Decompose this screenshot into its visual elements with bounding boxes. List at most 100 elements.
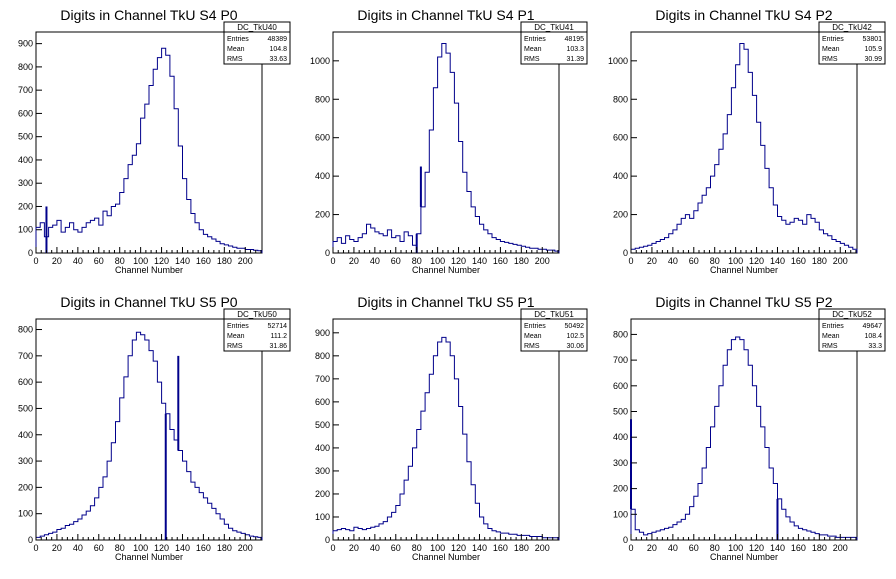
- y-tick-label: 900: [18, 39, 33, 49]
- y-tick-label: 300: [18, 456, 33, 466]
- histogram-series: [35, 331, 263, 540]
- x-tick-label: 80: [115, 543, 125, 553]
- stats-box-frame: [223, 21, 291, 65]
- x-tick-label: 120: [154, 543, 169, 553]
- y-tick-label: 600: [613, 133, 628, 143]
- y-tick-label: 800: [315, 94, 330, 104]
- stats-label-rms: RMS: [227, 343, 243, 350]
- stats-box-name: DC_TkU51: [534, 310, 574, 319]
- chart-title: Digits in Channel TkU S5 P0: [60, 294, 237, 310]
- x-tick-label: 20: [647, 256, 657, 266]
- plot-frame: [332, 318, 560, 541]
- y-tick-label: 0: [325, 248, 330, 258]
- x-tick-label: 200: [535, 543, 550, 553]
- x-tick-label: 200: [238, 543, 253, 553]
- stats-value-mean: 102.5: [566, 333, 584, 340]
- y-tick-label: 0: [325, 535, 330, 545]
- histogram-panel: Digits in Channel TkU S4 P2 0 20 40 60 80 100 1…: [608, 7, 886, 275]
- x-tick-label: 160: [493, 256, 508, 266]
- x-tick-label: 20: [52, 543, 62, 553]
- y-tick-label: 600: [315, 397, 330, 407]
- x-tick-label: 180: [217, 256, 232, 266]
- x-tick-label: 60: [391, 256, 401, 266]
- stats-box-frame: [818, 21, 886, 65]
- x-axis-label: Channel Number: [412, 265, 480, 275]
- stats-label-rms: RMS: [227, 56, 243, 63]
- y-tick-label: 200: [315, 489, 330, 499]
- x-tick-label: 200: [535, 256, 550, 266]
- stats-box: DC_TkU42 Entries 53801 Mean 105.9 RMS 30.99: [818, 21, 886, 65]
- x-tick-label: 180: [514, 543, 529, 553]
- chart-title: Digits in Channel TkU S5 P1: [357, 294, 534, 310]
- histogram-series: [35, 47, 263, 253]
- x-tick-label: 100: [430, 543, 445, 553]
- x-tick-label: 0: [33, 256, 38, 266]
- histogram-series: [332, 43, 560, 253]
- stats-label-mean: Mean: [227, 46, 245, 53]
- x-tick-label: 160: [196, 543, 211, 553]
- stats-label-entries: Entries: [822, 36, 844, 43]
- stats-box-name: DC_TkU42: [832, 23, 872, 32]
- x-tick-label: 0: [628, 543, 633, 553]
- stats-value-entries: 52714: [268, 323, 288, 330]
- x-tick-label: 80: [115, 256, 125, 266]
- y-tick-label: 800: [613, 329, 628, 339]
- x-tick-label: 40: [370, 543, 380, 553]
- stats-value-mean: 104.8: [269, 46, 287, 53]
- stats-value-rms: 33.63: [269, 56, 287, 63]
- stats-label-entries: Entries: [524, 36, 546, 43]
- x-tick-label: 100: [728, 256, 743, 266]
- stats-value-rms: 33.3: [868, 343, 882, 350]
- x-tick-label: 0: [628, 256, 633, 266]
- x-tick-label: 0: [33, 543, 38, 553]
- x-tick-label: 120: [749, 543, 764, 553]
- stats-box-name: DC_TkU40: [237, 23, 277, 32]
- stats-value-entries: 49647: [863, 323, 883, 330]
- y-tick-label: 200: [315, 210, 330, 220]
- y-tick-label: 300: [613, 458, 628, 468]
- x-tick-label: 60: [689, 543, 699, 553]
- x-tick-label: 200: [833, 256, 848, 266]
- stats-value-entries: 48195: [565, 36, 585, 43]
- y-tick-label: 700: [18, 85, 33, 95]
- stats-value-mean: 111.2: [271, 333, 288, 340]
- stats-box-name: DC_TkU41: [534, 23, 574, 32]
- y-tick-label: 400: [315, 443, 330, 453]
- x-tick-label: 160: [791, 543, 806, 553]
- stats-label-mean: Mean: [227, 333, 245, 340]
- stats-label-entries: Entries: [227, 323, 249, 330]
- stats-value-rms: 31.39: [566, 56, 584, 63]
- histogram-panel: Digits in Channel TkU S4 P1 0 20 40 60 80 100 1…: [310, 7, 588, 275]
- y-tick-label: 500: [315, 420, 330, 430]
- stats-label-entries: Entries: [822, 323, 844, 330]
- x-tick-label: 200: [833, 543, 848, 553]
- x-tick-label: 140: [175, 543, 190, 553]
- stats-value-entries: 50492: [565, 323, 585, 330]
- plot-frame: [35, 31, 263, 254]
- y-tick-label: 0: [28, 535, 33, 545]
- stats-value-entries: 53801: [863, 36, 883, 43]
- x-tick-label: 60: [391, 543, 401, 553]
- y-tick-label: 800: [315, 351, 330, 361]
- stats-box-frame: [818, 308, 886, 352]
- x-tick-label: 120: [451, 543, 466, 553]
- y-tick-label: 400: [315, 171, 330, 181]
- y-tick-label: 0: [623, 535, 628, 545]
- y-tick-label: 600: [315, 133, 330, 143]
- x-tick-label: 0: [330, 256, 335, 266]
- y-tick-label: 700: [315, 374, 330, 384]
- y-tick-label: 400: [18, 155, 33, 165]
- stats-label-mean: Mean: [822, 333, 840, 340]
- x-tick-label: 100: [430, 256, 445, 266]
- x-tick-label: 80: [412, 543, 422, 553]
- x-tick-label: 120: [451, 256, 466, 266]
- stats-box-name: DC_TkU52: [832, 310, 872, 319]
- y-tick-label: 400: [18, 430, 33, 440]
- stats-box-frame: [520, 308, 588, 352]
- y-tick-label: 700: [613, 355, 628, 365]
- stats-box: DC_TkU52 Entries 49647 Mean 108.4 RMS 33.3: [818, 308, 886, 352]
- plot-frame: [630, 318, 858, 541]
- x-axis-label: Channel Number: [115, 265, 183, 275]
- x-tick-label: 160: [791, 256, 806, 266]
